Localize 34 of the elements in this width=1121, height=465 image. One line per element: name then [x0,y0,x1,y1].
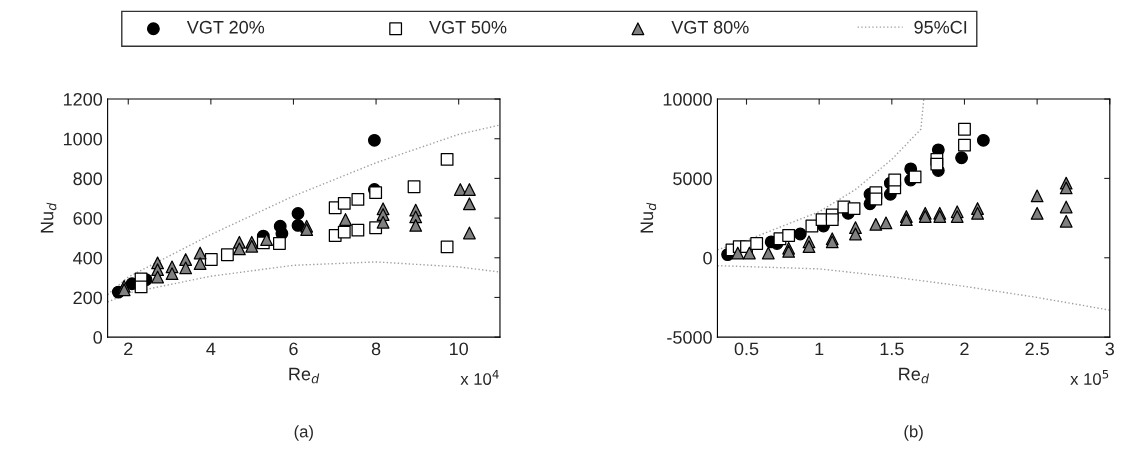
legend-label: VGT 50% [429,20,507,34]
y-tick-label: 200 [73,291,103,305]
x-tick-label: 2 [960,342,969,356]
text: (a) [294,425,313,441]
legend-label: 95%CI [914,20,967,34]
y-tick-label: 1200 [63,92,103,106]
legend-label: VGT 80% [671,20,749,34]
text: x 10$^{5}$ [1070,369,1109,385]
x-tick-label: 10 [450,342,468,356]
x-tick-label: 0.5 [734,342,759,356]
x-tick-label: 6 [289,342,298,356]
x-tick-label: 2 [124,342,133,356]
x-tick-label: 1.5 [880,342,904,356]
y-tick-label: 1000 [63,132,103,146]
y-axis-title: Nu$_{d}$ [40,202,57,233]
y-tick-label: 0 [93,331,103,344]
x-tick-label: 3 [1105,342,1115,356]
x-tick-label: 1 [815,342,824,356]
x-axis-title: Re$_{d}$ [289,367,320,384]
x-axis-title: Re$_{d}$ [899,367,930,384]
y-tick-label: 5000 [673,172,712,186]
y-tick-label: 10000 [663,92,712,106]
legend-label: VGT 20% [186,20,265,34]
y-tick-label: 800 [73,172,103,186]
text: x 10$^{4}$ [460,369,499,385]
text: (b) [904,425,923,441]
x-tick-label: 8 [371,342,381,356]
x-tick-label: 2.5 [1025,342,1049,356]
y-tick-label: -5000 [667,331,712,344]
y-tick-label: 600 [73,212,103,225]
y-axis-title: Nu$_{d}$ [640,202,657,233]
y-tick-label: 400 [73,251,103,265]
x-tick-label: 4 [206,342,216,356]
y-tick-label: 0 [703,251,712,265]
